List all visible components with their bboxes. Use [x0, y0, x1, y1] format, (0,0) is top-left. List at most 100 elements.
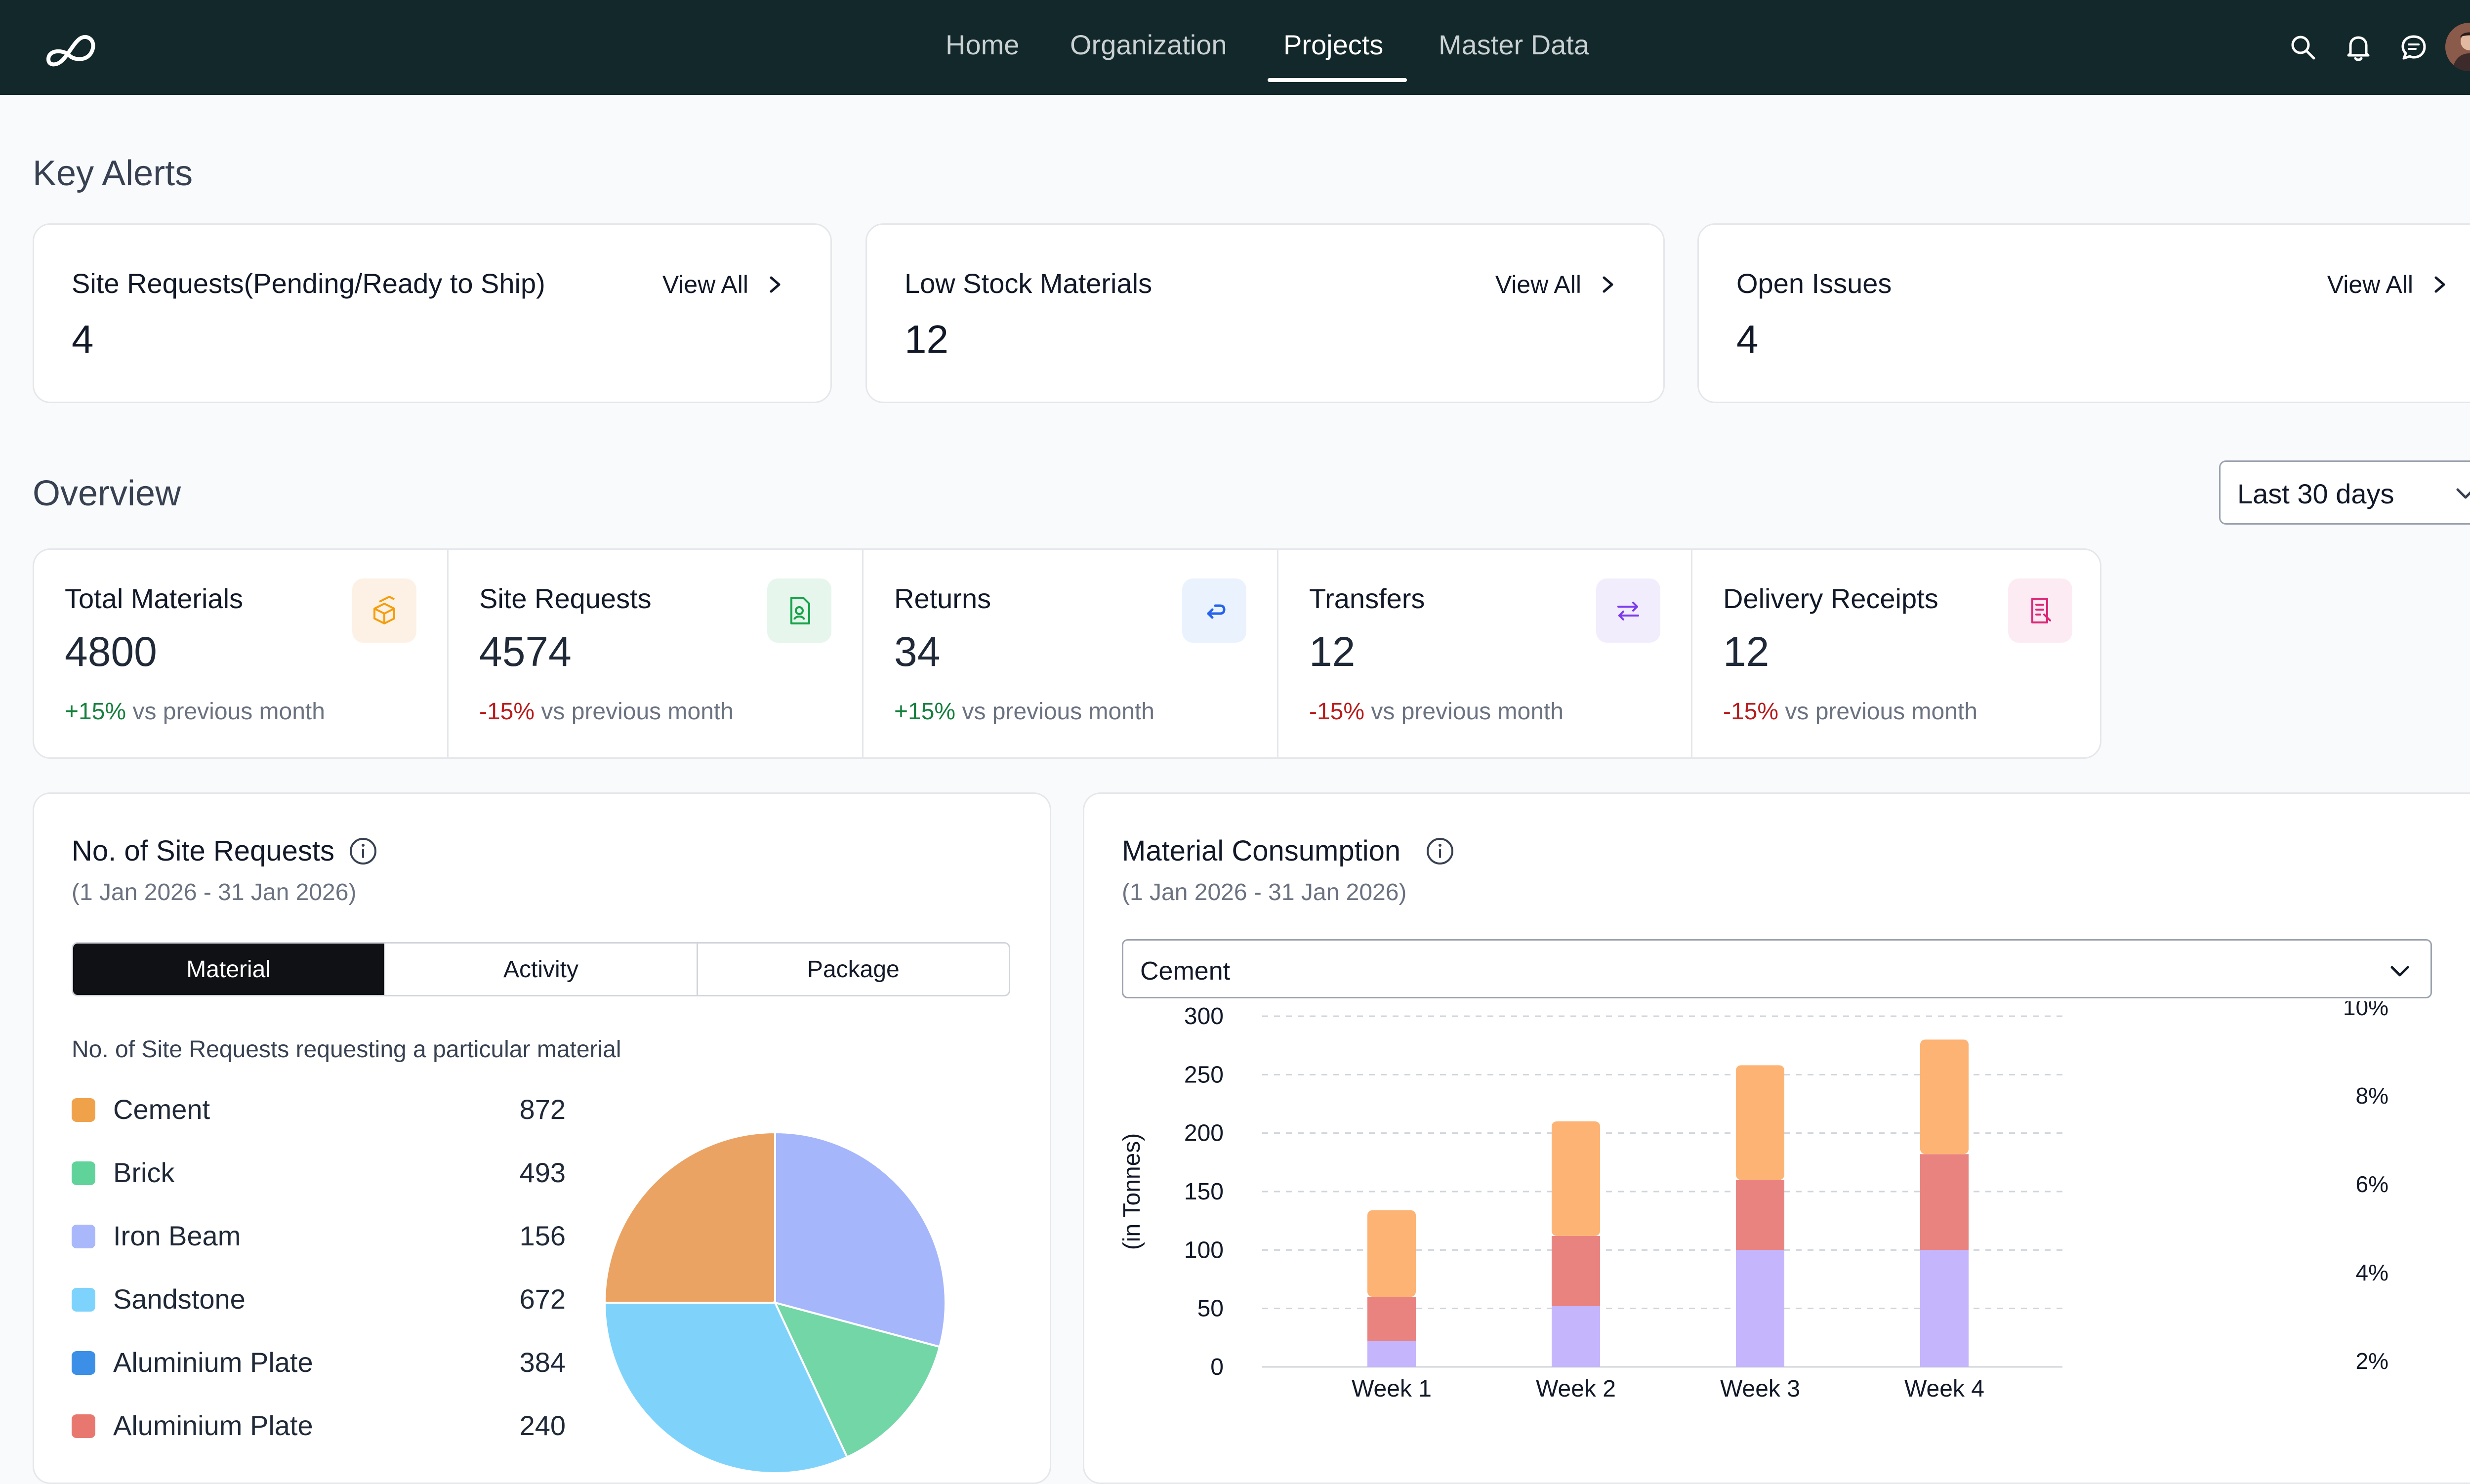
stat-delivery-receipts[interactable]: Delivery Receipts 12 -15% vs previous mo… — [1691, 550, 2100, 757]
y2-tick-label: 10% — [2343, 1001, 2388, 1020]
material-consumption-panel: Material Consumption (1 Jan 2026 - 31 Ja… — [1083, 792, 2470, 1484]
legend-name: Sandstone — [113, 1283, 246, 1315]
legend-swatch — [72, 1288, 95, 1312]
tab-material[interactable]: Material — [73, 944, 384, 995]
top-nav: Home Organization Projects Master Data — [0, 0, 2470, 95]
legend-swatch — [72, 1414, 95, 1438]
y2-tick-label: 2% — [2356, 1348, 2388, 1374]
view-all-link[interactable]: View All — [1495, 267, 1616, 302]
legend-swatch — [72, 1161, 95, 1185]
app-logo[interactable] — [39, 21, 103, 75]
stat-change: +15% — [65, 699, 126, 725]
stat-label: Transfers — [1309, 583, 1425, 614]
stat-site-requests[interactable]: Site Requests 4574 -15% vs previous mont… — [447, 550, 862, 757]
alert-title: Open Issues — [1736, 268, 1892, 299]
bar-segment[interactable] — [1920, 1154, 1969, 1250]
view-toggle: Material Activity Package — [72, 942, 1010, 996]
nav-projects[interactable]: Projects — [1283, 29, 1384, 60]
bar-segment[interactable] — [1367, 1297, 1416, 1341]
return-arrow-icon — [1182, 578, 1246, 643]
stat-change: -15% — [479, 699, 535, 725]
info-icon[interactable] — [1425, 836, 1455, 866]
y-tick-label: 0 — [1210, 1354, 1224, 1380]
x-tick-label: Week 3 — [1720, 1376, 1800, 1402]
legend-value: 384 — [519, 1347, 566, 1378]
bar-segment[interactable] — [1736, 1065, 1784, 1180]
stat-suffix: vs previous month — [1371, 699, 1564, 725]
tab-package[interactable]: Package — [696, 944, 1009, 995]
bar-segment[interactable] — [1920, 1039, 1969, 1154]
file-user-icon — [767, 578, 831, 643]
stat-suffix: vs previous month — [1785, 699, 1977, 725]
y2-tick-label: 8% — [2356, 1083, 2388, 1109]
nav-links: Home Organization Projects Master Data — [0, 0, 2470, 95]
stat-total-materials[interactable]: Total Materials 4800 +15% vs previous mo… — [34, 550, 447, 757]
stat-value: 34 — [894, 628, 941, 675]
legend-value: 493 — [519, 1157, 566, 1188]
bar-segment[interactable] — [1736, 1250, 1784, 1367]
view-all-link[interactable]: View All — [2327, 267, 2448, 302]
view-all-label: View All — [662, 271, 748, 298]
view-all-link[interactable]: View All — [662, 267, 783, 302]
legend-value: 156 — [519, 1220, 566, 1251]
legend-swatch — [72, 1351, 95, 1375]
date-range-value: Last 30 days — [2237, 478, 2394, 509]
chevron-down-icon — [2390, 966, 2409, 977]
stat-suffix: vs previous month — [132, 699, 325, 725]
bar-segment[interactable] — [1736, 1180, 1784, 1250]
stat-change: -15% — [1723, 699, 1779, 725]
legend-item: Aluminium Plate 384 — [72, 1343, 566, 1406]
nav-master-data[interactable]: Master Data — [1439, 29, 1589, 60]
stat-label: Total Materials — [65, 583, 244, 614]
x-tick-label: Week 1 — [1352, 1376, 1432, 1402]
y-axis-title: (in Tonnes) — [1119, 1133, 1145, 1250]
legend-swatch — [72, 1098, 95, 1122]
stat-value: 4574 — [479, 628, 572, 675]
stat-change: -15% — [1309, 699, 1365, 725]
stat-label: Site Requests — [479, 583, 652, 614]
material-legend: Cement 872 Brick 493 Iron Beam 156 Sands… — [72, 1090, 566, 1470]
chevron-down-icon — [2456, 488, 2470, 499]
bar-segment[interactable] — [1552, 1236, 1600, 1306]
search-icon[interactable] — [2287, 32, 2319, 63]
bar-segment[interactable] — [1367, 1210, 1416, 1297]
stat-trend: +15% vs previous month — [65, 698, 325, 725]
chat-icon[interactable] — [2398, 32, 2429, 63]
legend-item: Cement 872 — [72, 1090, 566, 1154]
panel-subtitle: (1 Jan 2026 - 31 Jan 2026) — [72, 879, 357, 906]
nav-organization[interactable]: Organization — [1070, 29, 1227, 60]
x-tick-label: Week 4 — [1904, 1376, 1984, 1402]
pie-slice-iron-beam[interactable] — [774, 1131, 947, 1348]
tab-activity[interactable]: Activity — [384, 944, 696, 995]
legend-name: Aluminium Plate — [113, 1410, 313, 1441]
site-requests-pie-chart — [603, 1131, 947, 1475]
site-requests-panel: No. of Site Requests (1 Jan 2026 - 31 Ja… — [33, 792, 1051, 1484]
stat-trend: -15% vs previous month — [1723, 698, 1977, 725]
bar-segment[interactable] — [1552, 1306, 1600, 1367]
y-tick-label: 250 — [1184, 1062, 1224, 1088]
overview-title: Overview — [33, 474, 181, 513]
bell-icon[interactable] — [2343, 32, 2374, 63]
bar-segment[interactable] — [1920, 1250, 1969, 1367]
chevron-right-icon — [2434, 276, 2445, 293]
alert-value: 12 — [905, 317, 948, 361]
material-select[interactable]: Cement — [1122, 939, 2432, 998]
stat-suffix: vs previous month — [541, 699, 734, 725]
material-consumption-bar-chart: (in Tonnes) 300 250 200 150 100 50 0 10% 8% 6% 4% 2%… — [1119, 1001, 2388, 1402]
legend-name: Aluminium Plate — [113, 1347, 313, 1378]
pie-slice-cement[interactable] — [603, 1131, 776, 1304]
bar-segment[interactable] — [1367, 1341, 1416, 1367]
stat-returns[interactable]: Returns 34 +15% vs previous month — [862, 550, 1277, 757]
bar-segment[interactable] — [1552, 1121, 1600, 1236]
view-all-label: View All — [2327, 271, 2413, 298]
view-all-label: View All — [1495, 271, 1581, 298]
alert-value: 4 — [1736, 317, 1759, 361]
alert-title: Site Requests(Pending/Ready to Ship) — [72, 268, 545, 299]
panel-title: Material Consumption — [1122, 835, 1401, 867]
info-icon[interactable] — [348, 836, 378, 866]
stat-transfers[interactable]: Transfers 12 -15% vs previous month — [1277, 550, 1691, 757]
date-range-select[interactable]: Last 30 days — [2219, 460, 2470, 525]
stat-trend: -15% vs previous month — [479, 698, 734, 725]
alert-card-open-issues: Open Issues 4 View All — [1697, 223, 2470, 403]
nav-home[interactable]: Home — [946, 29, 1020, 60]
